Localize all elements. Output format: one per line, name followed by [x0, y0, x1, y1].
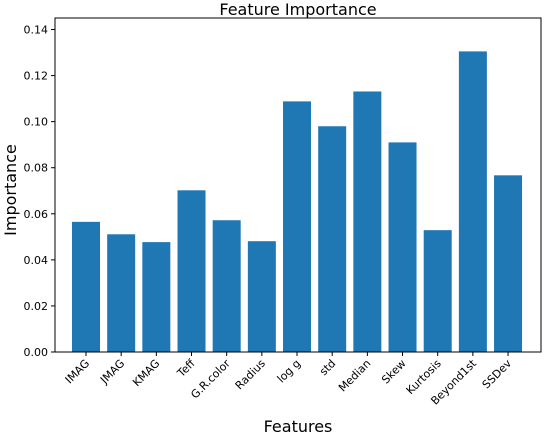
y-tick-label: 0.06 — [24, 208, 49, 221]
y-tick-label: 0.08 — [24, 162, 49, 175]
x-tick-label: log g — [275, 357, 303, 385]
x-tick-label: std — [317, 357, 338, 378]
x-tick-label: KMAG — [130, 357, 162, 389]
x-tick-label: JMAG — [97, 357, 127, 387]
y-tick-label: 0.04 — [24, 254, 49, 267]
bar — [177, 190, 206, 352]
y-tick-label: 0.12 — [24, 70, 49, 83]
plot-frame — [54, 17, 542, 353]
bar — [388, 142, 417, 352]
y-tick-label: 0.02 — [24, 300, 49, 313]
bar — [212, 220, 241, 352]
x-tick-label: Teff — [174, 357, 198, 381]
y-axis-label: Importance — [1, 144, 20, 236]
bar — [72, 221, 100, 352]
bar — [423, 230, 452, 352]
chart-title: Feature Importance — [219, 0, 376, 19]
bar — [458, 51, 487, 353]
bar — [247, 241, 276, 352]
bar — [283, 101, 312, 352]
bar — [107, 234, 136, 352]
x-tick-label: Radius — [233, 357, 268, 392]
bar — [353, 91, 382, 352]
bar — [494, 175, 523, 352]
y-tick-label: 0.00 — [24, 346, 49, 359]
x-axis-label: Features — [264, 417, 333, 436]
x-tick-label: SSDev — [480, 357, 515, 392]
y-tick-label: 0.10 — [24, 116, 49, 129]
x-tick-label: IMAG — [63, 357, 92, 386]
x-tick-label: Median — [336, 357, 374, 395]
bar — [318, 126, 347, 352]
bar — [142, 242, 171, 352]
x-tick-label: Skew — [379, 357, 409, 387]
y-tick-label: 0.14 — [24, 24, 49, 37]
x-tick-label: G.R.color — [188, 357, 233, 402]
